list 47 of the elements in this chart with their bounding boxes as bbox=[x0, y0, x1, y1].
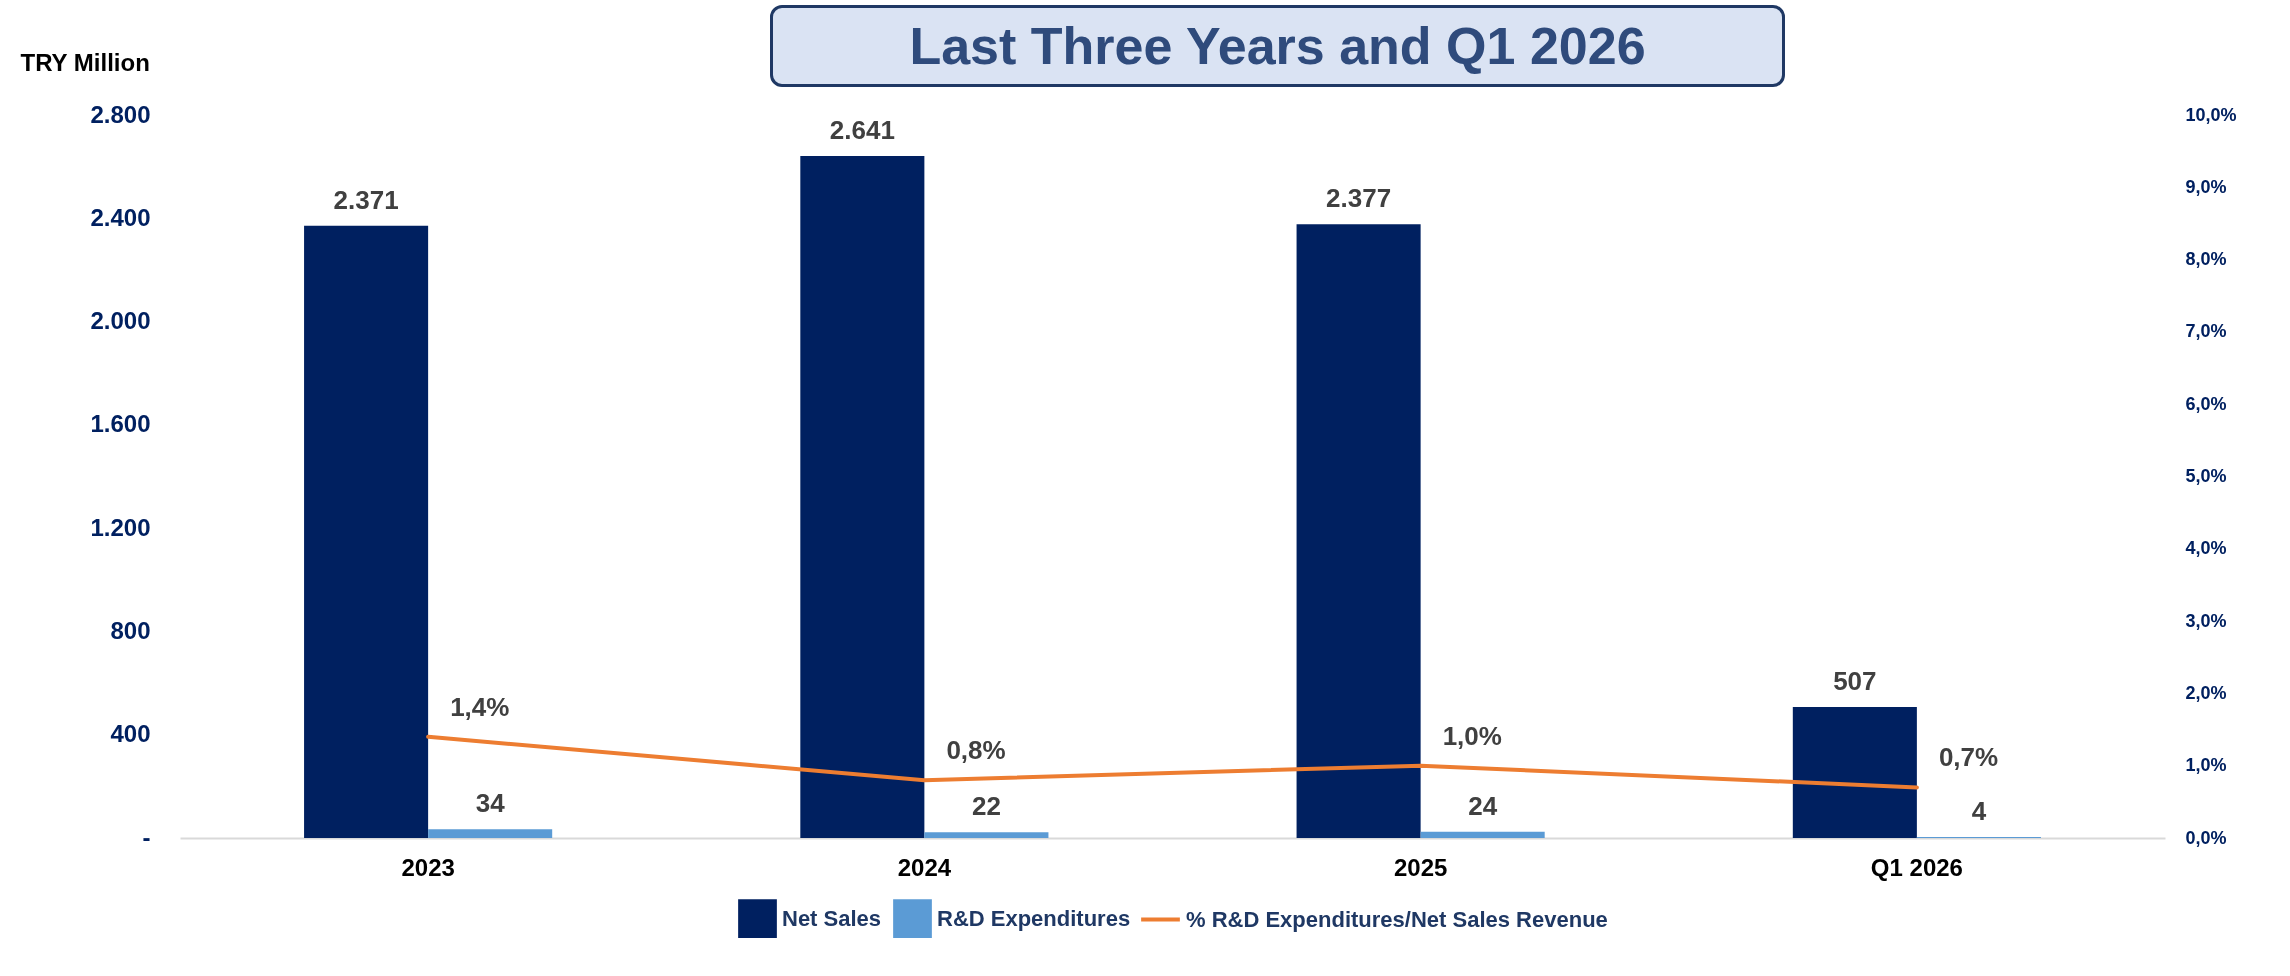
bar bbox=[924, 832, 1049, 838]
y2-tick-label: 7,0% bbox=[2185, 321, 2227, 342]
data-label: 0,8% bbox=[946, 735, 1006, 766]
y2-tick-label: 4,0% bbox=[2185, 538, 2227, 559]
y-tick-label: 1.600 bbox=[90, 410, 151, 438]
data-label: 2.377 bbox=[1326, 183, 1392, 214]
data-label: 22 bbox=[971, 791, 1001, 822]
bar bbox=[1296, 224, 1421, 838]
y2-tick-label: 8,0% bbox=[2185, 249, 2227, 270]
data-label: 1,0% bbox=[1442, 720, 1502, 751]
y-axis-title: TRY Million bbox=[20, 48, 150, 76]
data-label: 2.641 bbox=[829, 115, 895, 146]
x-tick-label: 2023 bbox=[401, 853, 455, 881]
chart-title: Last Three Years and Q1 2026 bbox=[770, 5, 1785, 87]
y-tick-label: 2.400 bbox=[90, 203, 151, 231]
x-tick-label: 2025 bbox=[1393, 853, 1448, 881]
bar bbox=[800, 156, 925, 838]
data-label: 34 bbox=[475, 788, 506, 819]
y2-tick-label: 10,0% bbox=[2185, 104, 2237, 125]
bar bbox=[1420, 831, 1545, 838]
bar bbox=[428, 829, 553, 838]
x-tick-label: 2024 bbox=[897, 853, 952, 881]
legend-label: Net Sales bbox=[782, 905, 882, 931]
y2-tick-label: 9,0% bbox=[2185, 176, 2227, 197]
data-label: 24 bbox=[1468, 790, 1498, 821]
y2-tick-label: 1,0% bbox=[2185, 755, 2227, 776]
x-tick-label: Q1 2026 bbox=[1870, 853, 1963, 881]
y-tick-label: 2.800 bbox=[90, 100, 151, 128]
data-label: 2.371 bbox=[333, 184, 399, 215]
y-tick-label: 1.200 bbox=[90, 513, 151, 541]
bar bbox=[304, 225, 429, 838]
legend-label: % R&D Expenditures/Net Sales Revenue bbox=[1186, 906, 1608, 932]
y2-tick-label: 2,0% bbox=[2185, 682, 2227, 703]
y2-tick-label: 3,0% bbox=[2185, 610, 2227, 631]
y-tick-label: - bbox=[142, 823, 151, 851]
legend-label: R&D Expenditures bbox=[937, 905, 1131, 931]
y-tick-label: 400 bbox=[110, 720, 151, 748]
bar bbox=[1792, 707, 1917, 838]
y-tick-label: 800 bbox=[110, 616, 151, 644]
y2-tick-label: 6,0% bbox=[2185, 393, 2227, 414]
y2-tick-label: 0,0% bbox=[2185, 827, 2227, 848]
data-label: 4 bbox=[1971, 795, 1987, 826]
y2-tick-label: 5,0% bbox=[2185, 466, 2227, 486]
data-label: 1,4% bbox=[450, 691, 510, 722]
data-label: 507 bbox=[1833, 666, 1877, 697]
data-label: 0,7% bbox=[1938, 742, 1999, 773]
y-tick-label: 2.000 bbox=[90, 307, 151, 335]
